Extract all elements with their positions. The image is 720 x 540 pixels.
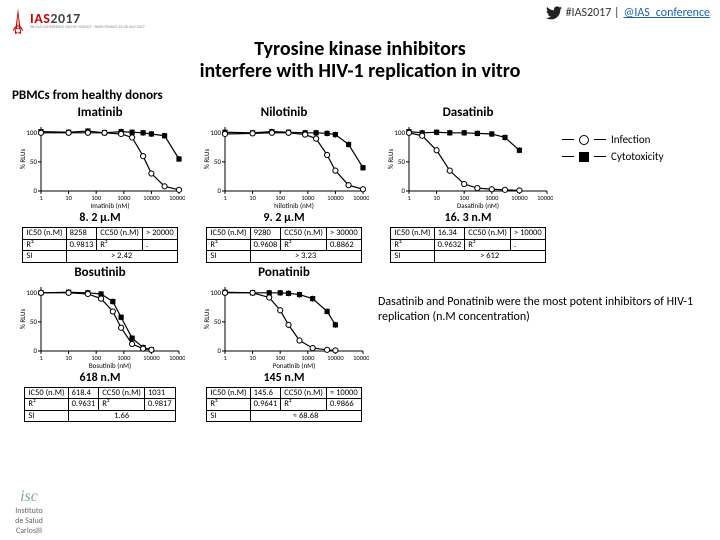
- svg-text:100: 100: [26, 128, 37, 137]
- svg-text:% RLUs: % RLUs: [202, 308, 211, 329]
- svg-text:% RLUs: % RLUs: [202, 149, 211, 170]
- panel-imatinib: Imatinib 050100110100100010000100000% RL…: [10, 105, 190, 263]
- dose-response-chart: 050100110100100010000100000% RLUsDasatin…: [383, 121, 553, 209]
- svg-text:1: 1: [39, 354, 42, 362]
- stats-table: IC50 (n.M)618.4CC50 (n.M)1031 R²0.9631R²…: [24, 387, 175, 423]
- panel-bosutinib: Bosutinib 050100110100100010000100000% R…: [10, 265, 190, 423]
- isc-l1: Instituto: [4, 506, 54, 516]
- svg-text:1: 1: [223, 354, 226, 362]
- stats-table: IC50 (n.M)16.34CC50 (n.M)> 10000 R²0.963…: [390, 227, 545, 263]
- svg-text:10000: 10000: [327, 354, 344, 362]
- dose-response-chart: 050100110100100010000100000% RLUsBosutin…: [15, 281, 185, 369]
- svg-text:100: 100: [394, 128, 405, 137]
- svg-text:1: 1: [39, 194, 42, 202]
- svg-text:50: 50: [214, 157, 222, 166]
- panel-title: Dasatinib: [443, 105, 494, 120]
- handle-link[interactable]: @IAS_conference: [624, 6, 710, 20]
- svg-text:% RLUs: % RLUs: [18, 308, 27, 329]
- svg-text:100: 100: [26, 287, 37, 296]
- ic50-label: 145 n.M: [263, 371, 304, 385]
- isc-l2: de Salud: [4, 516, 54, 526]
- svg-text:100000: 100000: [353, 354, 369, 362]
- panel-ponatinib: Ponatinib 050100110100100010000100000% R…: [194, 265, 374, 423]
- svg-text:100: 100: [210, 128, 221, 137]
- svg-text:10000: 10000: [511, 194, 528, 202]
- isc-l3: CarlosIII: [4, 526, 54, 536]
- svg-text:10: 10: [65, 354, 72, 362]
- ic50-label: 618 n.M: [79, 371, 120, 385]
- panel-dasatinib: Dasatinib 050100110100100010000100000% R…: [378, 105, 558, 263]
- svg-text:100000: 100000: [353, 194, 369, 202]
- svg-text:% RLUs: % RLUs: [18, 149, 27, 170]
- panel-title: Nilotinib: [261, 105, 308, 120]
- legend: Infection Cytotoxicity: [562, 133, 720, 263]
- stats-table: IC50 (n.M)9280CC50 (n.M)> 30000 R²0.9608…: [206, 227, 361, 263]
- ias-logo: IAS2017 9th IAS CONFERENCE ON HIV SCIENC…: [10, 6, 145, 36]
- svg-text:10000: 10000: [327, 194, 344, 202]
- svg-text:1: 1: [223, 194, 226, 202]
- conf-sub: 9th IAS CONFERENCE ON HIV SCIENCE · PARI…: [30, 26, 145, 30]
- svg-text:Dasatinib (nM): Dasatinib (nM): [457, 201, 499, 209]
- svg-text:1: 1: [407, 194, 410, 202]
- svg-text:100000: 100000: [537, 194, 553, 202]
- title-line2: interfere with HIV-1 replication in vitr…: [200, 59, 521, 83]
- title-line1: Tyrosine kinase inhibitors: [254, 37, 466, 61]
- panel-title: Ponatinib: [258, 265, 310, 280]
- svg-text:50: 50: [214, 316, 222, 325]
- svg-text:10: 10: [249, 194, 256, 202]
- svg-text:0: 0: [401, 186, 405, 195]
- svg-text:10000: 10000: [143, 194, 160, 202]
- panel-grid: Imatinib 050100110100100010000100000% RL…: [10, 105, 710, 422]
- stats-table: IC50 (n.M)8258CC50 (n.M)> 20000 R²0.9813…: [22, 227, 177, 263]
- panel-title: Imatinib: [77, 105, 122, 120]
- stats-table: IC50 (n.M)145.6CC50 (n.M)≈ 10000 R²0.964…: [206, 387, 361, 423]
- ic50-label: 9. 2 µ.M: [263, 211, 304, 225]
- svg-text:0: 0: [217, 346, 221, 355]
- svg-text:10: 10: [433, 194, 440, 202]
- dose-response-chart: 050100110100100010000100000% RLUsImatini…: [15, 121, 185, 209]
- svg-text:10: 10: [65, 194, 72, 202]
- isc-mark: isc: [4, 488, 54, 506]
- svg-text:50: 50: [30, 157, 38, 166]
- svg-text:0: 0: [33, 186, 37, 195]
- svg-text:0: 0: [33, 346, 37, 355]
- svg-text:Ponatinib (nM): Ponatinib (nM): [273, 361, 316, 369]
- hashtag-block: #IAS2017 | @IAS_conference: [546, 6, 710, 20]
- svg-text:10000: 10000: [143, 354, 160, 362]
- svg-text:Imatinib (nM): Imatinib (nM): [91, 201, 130, 209]
- svg-text:50: 50: [30, 316, 38, 325]
- twitter-icon: [546, 6, 562, 20]
- dose-response-chart: 050100110100100010000100000% RLUsNilotin…: [199, 121, 369, 209]
- svg-text:50: 50: [398, 157, 406, 166]
- svg-text:% RLUs: % RLUs: [386, 149, 395, 170]
- svg-text:Bosutinib (nM): Bosutinib (nM): [89, 361, 131, 369]
- header: IAS2017 9th IAS CONFERENCE ON HIV SCIENC…: [10, 6, 710, 40]
- panel-title: Bosutinib: [74, 265, 125, 280]
- page-title: Tyrosine kinase inhibitors interfere wit…: [10, 38, 710, 82]
- svg-text:100000: 100000: [169, 354, 185, 362]
- legend-cytotoxicity: Cytotoxicity: [611, 150, 664, 163]
- svg-text:0: 0: [217, 186, 221, 195]
- panel-nilotinib: Nilotinib 050100110100100010000100000% R…: [194, 105, 374, 263]
- svg-text:100: 100: [210, 287, 221, 296]
- dose-response-chart: 050100110100100010000100000% RLUsPonatin…: [199, 281, 369, 369]
- hashtag-text: #IAS2017 |: [566, 6, 620, 20]
- svg-text:100000: 100000: [169, 194, 185, 202]
- svg-text:10: 10: [249, 354, 256, 362]
- callout-text: Dasatinib and Ponatinib were the most po…: [378, 295, 720, 423]
- tower-icon: [10, 6, 26, 36]
- isc-logo: isc Instituto de Salud CarlosIII: [4, 488, 54, 536]
- ic50-label: 8. 2 µ.M: [79, 211, 120, 225]
- ic50-label: 16. 3 n.M: [444, 211, 491, 225]
- svg-text:Nilotinib (nM): Nilotinib (nM): [274, 201, 314, 209]
- legend-infection: Infection: [611, 133, 650, 146]
- subtitle: PBMCs from healthy donors: [12, 88, 710, 103]
